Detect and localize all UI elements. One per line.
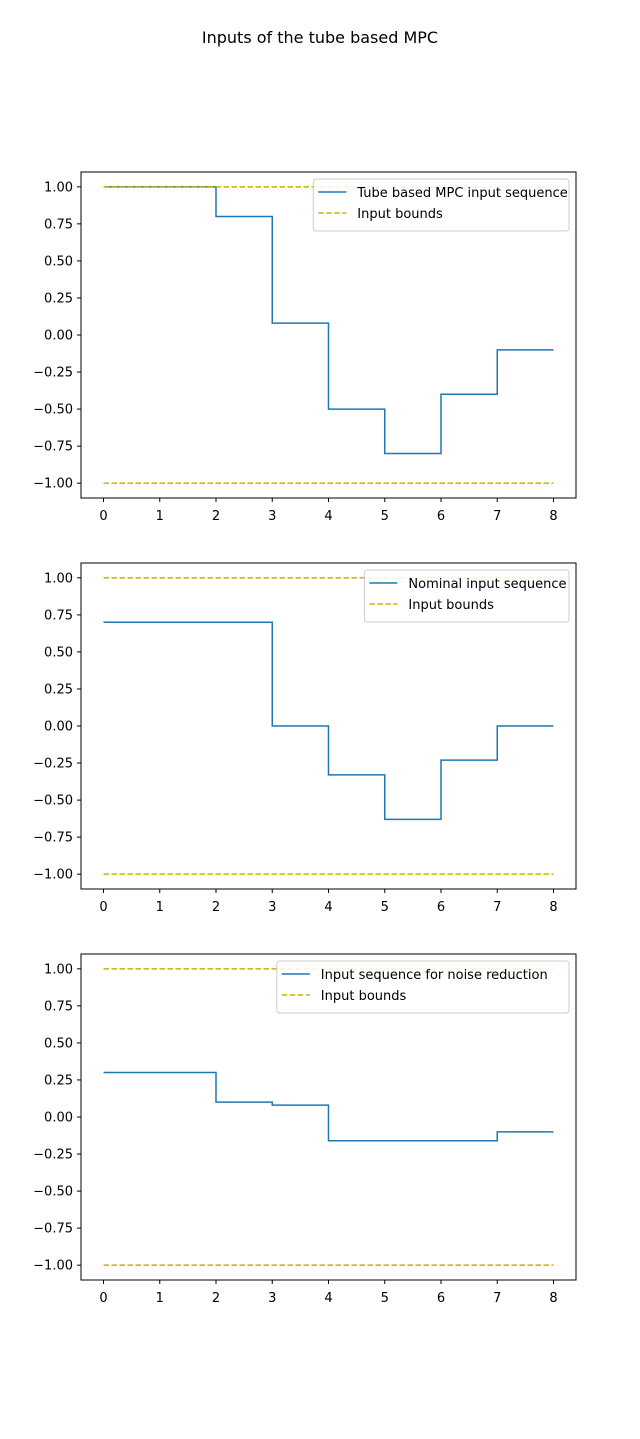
x-tick-label: 6 [437, 509, 445, 524]
legend-box [363, 569, 570, 623]
y-tick-label: −0.25 [33, 366, 73, 381]
legend-label: Input sequence for noise reduction [321, 968, 548, 983]
y-tick-label: 0.50 [44, 645, 73, 660]
y-tick-label: 0.00 [44, 1111, 73, 1126]
x-tick-label: 7 [493, 509, 501, 524]
x-tick-label: 3 [268, 1291, 276, 1306]
x-tick-label: 3 [268, 900, 276, 915]
y-tick-label: −0.50 [33, 1185, 73, 1200]
subplots: 0 1 2 3 4 5 6 7 8 1.00 0.75 0.50 0.25 0.00 −0.25 −0.50 −… [33, 171, 577, 1306]
legend-label: Input bounds [357, 207, 443, 222]
legend-label: Input bounds [408, 598, 494, 613]
y-tick-label: −0.25 [33, 1148, 73, 1163]
y-tick-label: 0.25 [44, 291, 73, 306]
y-tick-label: 0.75 [44, 217, 73, 232]
legend-box [312, 178, 570, 232]
x-tick-label: 8 [549, 509, 557, 524]
x-tick-label: 0 [99, 509, 107, 524]
legend: Tube based MPC input sequence Input bound… [312, 178, 570, 232]
y-tick-label: −0.50 [33, 403, 73, 418]
x-tick-label: 6 [437, 1291, 445, 1306]
y-tick-label: 0.50 [44, 254, 73, 269]
y-tick-label: −1.00 [33, 1259, 73, 1274]
x-tick-label: 3 [268, 509, 276, 524]
legend-label: Input bounds [321, 989, 407, 1004]
y-tick-label: −0.75 [33, 1222, 73, 1237]
x-tick-label: 8 [549, 1291, 557, 1306]
x-tick-label: 4 [324, 1291, 332, 1306]
legend-box [276, 960, 570, 1014]
x-tick-label: 7 [493, 900, 501, 915]
x-tick-label: 8 [549, 900, 557, 915]
y-tick-label: −1.00 [33, 868, 73, 883]
figure-title: Inputs of the tube based MPC [202, 28, 438, 47]
x-tick-label: 1 [156, 509, 164, 524]
x-tick-label: 2 [212, 1291, 220, 1306]
y-tick-label: 0.75 [44, 999, 73, 1014]
y-tick-label: 0.25 [44, 1073, 73, 1088]
x-tick-label: 2 [212, 509, 220, 524]
y-tick-label: 0.50 [44, 1036, 73, 1051]
x-tick-label: 5 [381, 900, 389, 915]
legend-label: Nominal input sequence [408, 577, 566, 592]
x-tick-label: 7 [493, 1291, 501, 1306]
y-tick-label: −0.75 [33, 831, 73, 846]
x-tick-label: 0 [99, 1291, 107, 1306]
y-tick-label: −0.25 [33, 757, 73, 772]
x-tick-label: 6 [437, 900, 445, 915]
y-tick-label: 1.00 [44, 180, 73, 195]
legend: Nominal input sequence Input bounds [363, 569, 570, 623]
y-tick-label: 0.25 [44, 682, 73, 697]
x-tick-label: 1 [156, 900, 164, 915]
y-tick-label: −1.00 [33, 477, 73, 492]
input-sequence-line [103, 621, 554, 821]
y-tick-label: 1.00 [44, 571, 73, 586]
legend: Input sequence for noise reduction Input … [276, 960, 570, 1014]
legend-label: Tube based MPC input sequence [356, 186, 567, 201]
x-tick-label: 5 [381, 1291, 389, 1306]
x-tick-label: 2 [212, 900, 220, 915]
x-tick-label: 0 [99, 900, 107, 915]
subplot-3: 0 1 2 3 4 5 6 7 8 1.00 0.75 0.50 0.25 0.00 −0.25 −0.50 −… [33, 953, 577, 1306]
x-tick-label: 4 [324, 900, 332, 915]
subplot-2: 0 1 2 3 4 5 6 7 8 1.00 0.75 0.50 0.25 0.00 −0.25 −0.50 −… [33, 562, 577, 915]
y-tick-label: 0.00 [44, 329, 73, 344]
input-sequence-line [103, 186, 554, 455]
x-tick-label: 1 [156, 1291, 164, 1306]
y-tick-label: 1.00 [44, 962, 73, 977]
x-tick-label: 4 [324, 509, 332, 524]
subplot-1: 0 1 2 3 4 5 6 7 8 1.00 0.75 0.50 0.25 0.00 −0.25 −0.50 −… [33, 171, 577, 524]
y-tick-label: 0.00 [44, 720, 73, 735]
x-tick-label: 5 [381, 509, 389, 524]
y-tick-label: 0.75 [44, 608, 73, 623]
y-tick-label: −0.50 [33, 794, 73, 809]
input-sequence-line [103, 1071, 554, 1142]
y-tick-label: −0.75 [33, 440, 73, 455]
